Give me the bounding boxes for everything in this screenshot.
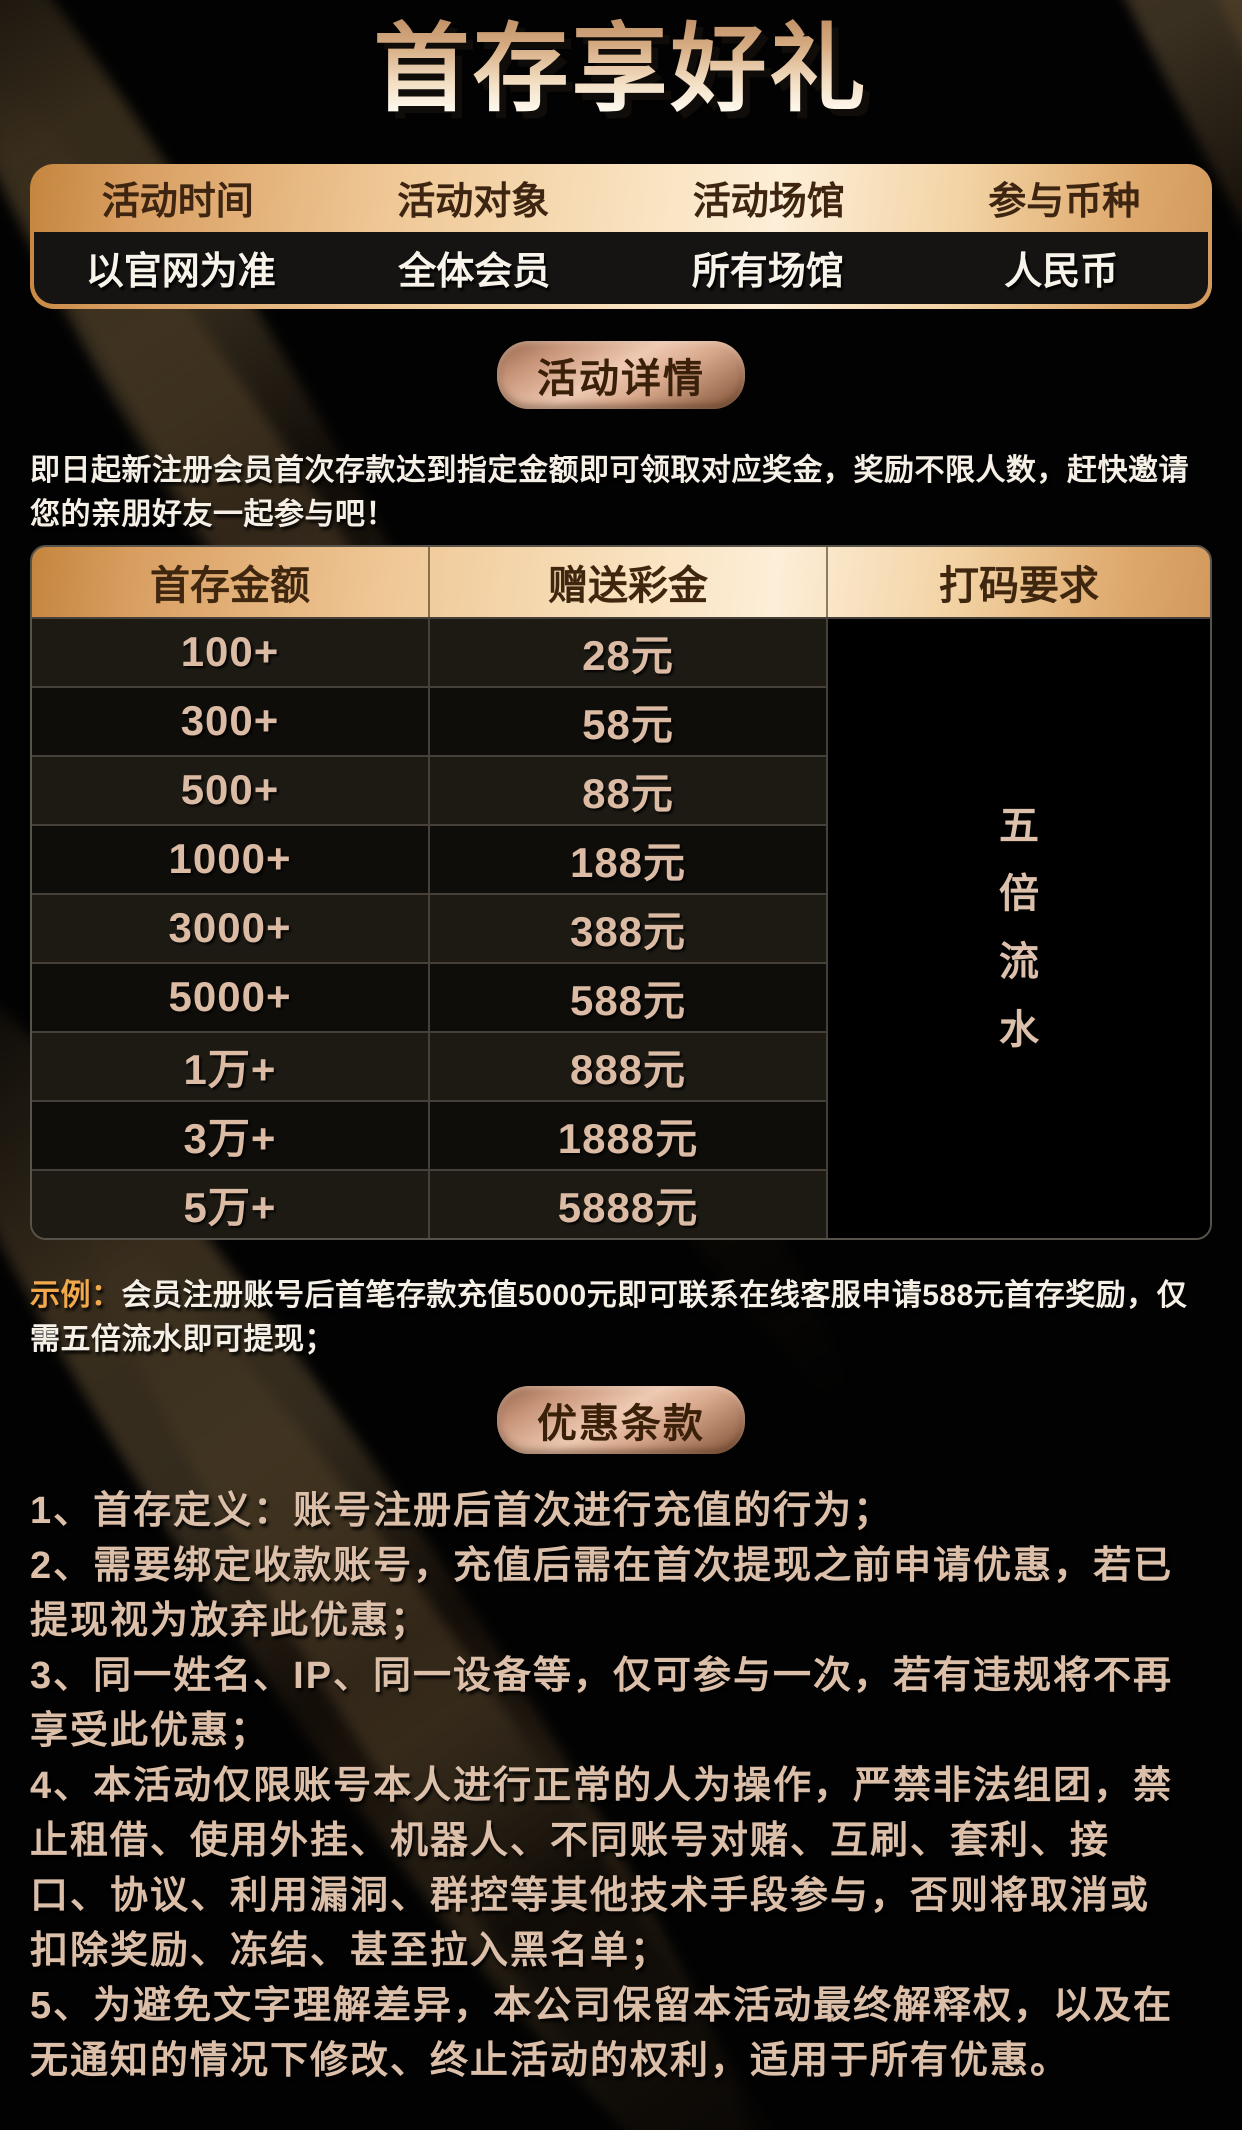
info-table-header-row: 活动时间 活动对象 活动场馆 参与币种: [30, 164, 1212, 232]
terms-item: 5、为避免文字理解差异，本公司保留本活动最终解释权，以及在无通知的情况下修改、终…: [30, 1984, 1174, 2082]
bonus-prize-cell: 88元: [430, 754, 829, 824]
info-value-cell: 全体会员: [398, 251, 551, 294]
info-value-cell: 人民币: [1004, 251, 1119, 294]
bonus-prize-cell: 188元: [430, 823, 829, 893]
info-table-value-row: 以官网为准 全体会员 所有场馆 人民币: [34, 231, 1208, 304]
bonus-deposit-cell: 500+: [32, 754, 430, 824]
info-header-cell: 参与币种: [988, 181, 1141, 224]
bonus-prize-cell: 5888元: [430, 1168, 829, 1238]
bonus-deposit-cell: 100+: [32, 616, 430, 686]
bonus-header-cell: 打码要求: [939, 563, 1099, 608]
terms-badge: 优惠条款: [497, 1385, 745, 1454]
terms-list: 1、首存定义：账号注册后首次进行充值的行为； 2、需要绑定收款账号，充值后需在首次…: [30, 1484, 1182, 2089]
bonus-prize-cell: 1888元: [430, 1099, 829, 1169]
terms-item: 1、首存定义：账号注册后首次进行充值的行为；: [30, 1489, 894, 1532]
wagering-requirement-char: 水: [999, 1008, 1039, 1053]
bonus-deposit-cell: 1万+: [32, 1030, 430, 1100]
info-value-cell: 所有场馆: [691, 251, 844, 294]
bonus-prize-cell: 28元: [430, 616, 829, 686]
bonus-prize-cell: 888元: [430, 1030, 829, 1100]
bonus-header-cell: 首存金额: [32, 546, 430, 617]
page-title: 首存享好礼: [0, 16, 1242, 124]
terms-item: 2、需要绑定收款账号，充值后需在首次提现之前申请优惠，若已提现视为放弃此优惠；: [30, 1544, 1174, 1642]
bonus-header-cell: 赠送彩金: [430, 546, 829, 617]
info-table: 活动时间 活动对象 活动场馆 参与币种 以官网为准 全体会员 所有场馆 人民币: [30, 163, 1212, 309]
bonus-deposit-cell: 3000+: [32, 892, 430, 962]
example-note: 示例：会员注册账号后首笔存款充值5000元即可联系在线客服申请588元首存奖励，…: [30, 1274, 1212, 1362]
wagering-requirement-char: 倍: [999, 872, 1039, 917]
example-label: 示例：: [30, 1278, 122, 1312]
info-header-cell: 活动时间: [101, 181, 254, 224]
details-badge-label: 活动详情: [537, 356, 705, 401]
content: 首存享好礼 活动时间 活动对象 活动场馆 参与币种 以官网为准 全体会员 所有场馆 人民币 …: [0, 16, 1242, 2089]
bonus-prize-cell: 58元: [430, 685, 829, 755]
details-badge: 活动详情: [497, 340, 745, 409]
wagering-requirement-char: 流: [999, 940, 1039, 985]
page-title-text: 首存享好礼: [373, 16, 869, 123]
bonus-deposit-cell: 1000+: [32, 823, 430, 893]
bonus-prize-cell: 588元: [430, 961, 829, 1031]
terms-item: 3、同一姓名、IP、同一设备等，仅可参与一次，若有违规将不再享受此优惠；: [30, 1654, 1174, 1752]
promo-description: 即日起新注册会员首次存款达到指定金额即可领取对应奖金，奖励不限人数，赶快邀请您的…: [30, 453, 1189, 531]
example-text: 会员注册账号后首笔存款充值5000元即可联系在线客服申请588元首存奖励，仅需五…: [30, 1278, 1188, 1356]
wagering-requirement-char: 五: [999, 804, 1039, 849]
terms-item: 4、本活动仅限账号本人进行正常的人为操作，严禁非法组团，禁止租借、使用外挂、机器…: [30, 1764, 1174, 1972]
bonus-deposit-cell: 5万+: [32, 1168, 430, 1238]
info-header-cell: 活动场馆: [692, 181, 845, 224]
terms-badge-label: 优惠条款: [537, 1401, 705, 1446]
bonus-deposit-cell: 300+: [32, 685, 430, 755]
bonus-deposit-cell: 3万+: [32, 1099, 430, 1169]
wagering-requirement-cell: 五倍流水: [828, 616, 1210, 1238]
bonus-prize-cell: 388元: [430, 892, 829, 962]
info-header-cell: 活动对象: [397, 181, 550, 224]
bonus-deposit-cell: 5000+: [32, 961, 430, 1031]
info-value-cell: 以官网为准: [85, 251, 276, 294]
bonus-table: 首存金额 赠送彩金 打码要求 100+ 28元 300+ 58元 500+ 88元 1000+ 18…: [30, 544, 1212, 1240]
